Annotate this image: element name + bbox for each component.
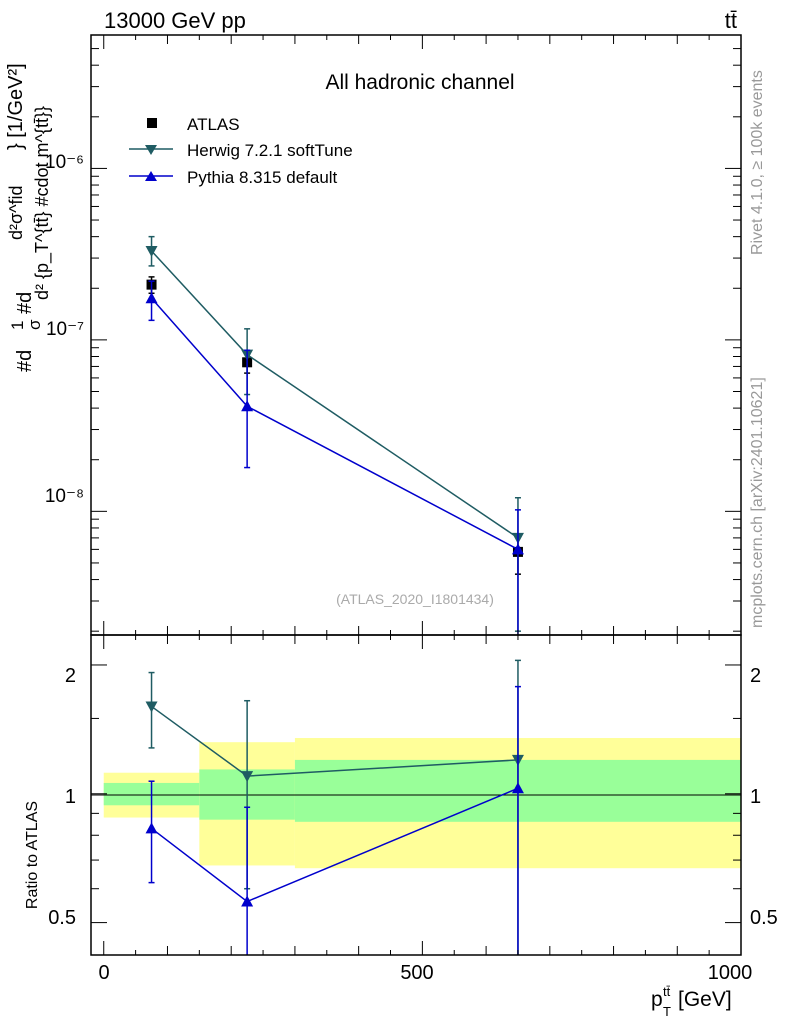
process-label: tt̄ <box>725 8 737 33</box>
ratio-y-axis-label: Ratio to ATLAS <box>24 801 41 909</box>
ylabel-big-num: d²σ^fid <box>6 185 26 240</box>
ylabel-mid: #d <box>14 292 36 314</box>
x-tick-label-500: 500 <box>400 962 433 984</box>
xlabel-sub: T <box>663 1004 671 1019</box>
ratio-y-tick-0.5: 0.5 <box>48 907 76 929</box>
mcplots-label: mcplots.cern.ch [arXiv:2401.10621] <box>749 377 766 628</box>
ratio-y-tick-1: 1 <box>65 786 76 808</box>
y-tick-label-1e-6: 10⁻⁶ <box>45 152 84 173</box>
ratio-y-tick-2-right: 2 <box>750 665 761 687</box>
xlabel-sup: tt̄ <box>663 984 671 999</box>
ratio-panel-frame <box>90 634 742 956</box>
ratio-herwig-point-0 <box>145 701 158 713</box>
ratio-y-tick-0.5-right: 0.5 <box>750 907 778 929</box>
legend-label-herwig: Herwig 7.2.1 softTune <box>187 141 353 160</box>
main-herwig-point-0 <box>145 245 158 257</box>
ratio-pythia-point-0 <box>145 822 158 834</box>
ratio-y-tick-2: 2 <box>65 665 76 687</box>
legend-label-pythia: Pythia 8.315 default <box>187 168 338 187</box>
analysis-label: (ATLAS_2020_I1801434) <box>336 591 494 607</box>
ylabel-frac-num: 1 <box>8 321 27 330</box>
ratio-herwig-point-1 <box>241 771 254 783</box>
ratio-series <box>145 659 524 955</box>
xlabel-unit: [GeV] <box>678 988 732 1011</box>
ylabel-left: #d <box>14 350 36 372</box>
xlabel-main: p <box>651 988 663 1011</box>
main-pythia-point-1 <box>241 400 254 412</box>
legend-marker-herwig <box>145 145 157 155</box>
x-tick-label-0: 0 <box>98 962 109 984</box>
y-tick-label-1e-7: 10⁻⁷ <box>46 319 84 340</box>
legend-marker-pythia <box>145 171 157 181</box>
main-y-axis-label: #d 1 σ #d d²σ^fid d² {p_T^{tt̄} #cdot m^… <box>5 63 53 372</box>
ratio-pythia-point-2 <box>511 782 524 794</box>
rivet-label: Rivet 4.1.0, ≥ 100k events <box>749 70 766 255</box>
y-tick-label-1e-8: 10⁻⁸ <box>45 486 84 507</box>
legend: ATLAS Herwig 7.2.1 softTune Pythia 8.315… <box>129 115 353 187</box>
energy-label: 13000 GeV pp <box>104 8 246 33</box>
axis-ticks <box>91 34 742 955</box>
x-tick-label-1000: 1000 <box>708 962 753 984</box>
main-pythia-point-2 <box>511 543 524 555</box>
legend-label-atlas: ATLAS <box>187 115 240 134</box>
main-herwig-line <box>150 250 519 539</box>
ylabel-frac-den: σ <box>25 319 44 330</box>
ylabel-unit: } [1/GeV²] <box>5 63 27 150</box>
x-axis-label: p tt̄ T [GeV] <box>651 984 732 1019</box>
ylabel-big-den: d² {p_T^{tt̄} #cdot m^{tt̄}} <box>32 106 53 300</box>
ratio-bands <box>103 738 741 869</box>
chart-title: All hadronic channel <box>325 71 514 94</box>
main-series <box>145 235 524 635</box>
ratio-y-tick-1-right: 1 <box>750 786 761 808</box>
legend-marker-atlas <box>147 118 157 128</box>
main-pythia-line <box>150 297 519 551</box>
ratio-pythia-point-1 <box>241 895 254 907</box>
main-pythia-point-0 <box>145 292 158 304</box>
